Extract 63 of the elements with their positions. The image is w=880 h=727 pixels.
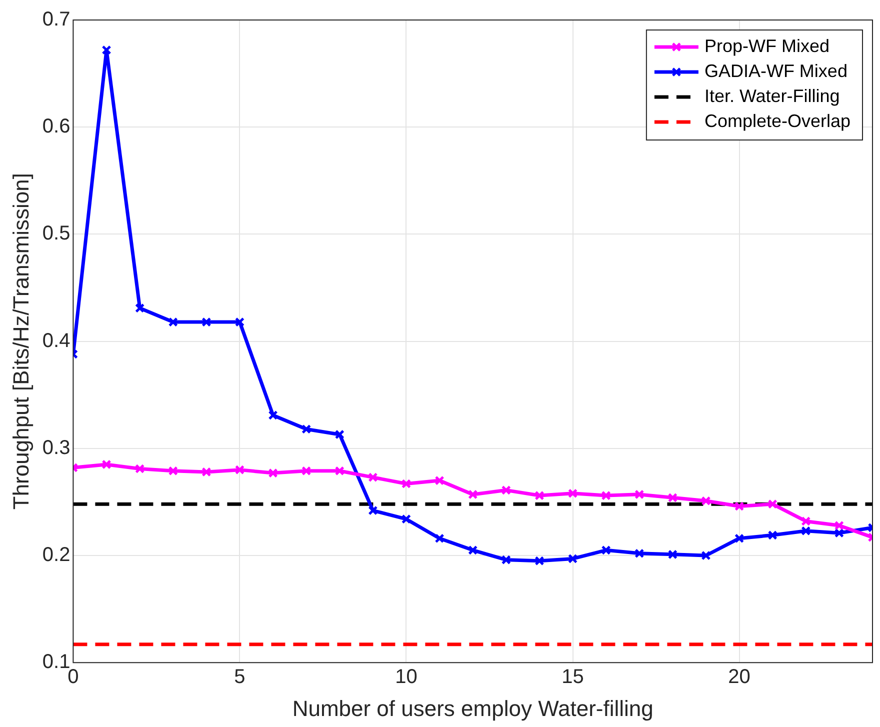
- y-axis-title: Throughput [Bits/Hz/Transmission]: [8, 172, 34, 510]
- point: [601, 490, 611, 500]
- point: [634, 548, 644, 558]
- point: [768, 499, 778, 509]
- point: [202, 317, 212, 327]
- y-tick-label: 0.5: [42, 222, 70, 245]
- point: [534, 556, 544, 566]
- legend-label: GADIA-WF Mixed: [704, 60, 848, 81]
- point: [401, 514, 412, 524]
- point: [501, 485, 511, 495]
- point: [568, 488, 578, 498]
- y-tick-label: 0.7: [42, 8, 70, 31]
- point: [135, 303, 145, 313]
- point: [534, 490, 544, 500]
- point: [302, 466, 312, 476]
- legend-label: Prop-WF Mixed: [704, 36, 830, 56]
- point: [434, 534, 444, 544]
- point: [768, 530, 778, 540]
- point: [168, 466, 178, 476]
- point: [668, 492, 678, 502]
- point: [468, 545, 478, 555]
- point: [468, 490, 478, 500]
- y-tick-label: 0.2: [42, 544, 70, 566]
- point: [701, 496, 711, 506]
- point: [102, 460, 112, 470]
- point: [135, 464, 145, 474]
- legend-label: Complete-Overlap: [704, 110, 851, 131]
- point: [701, 550, 711, 560]
- point: [601, 545, 611, 555]
- point: [501, 555, 511, 565]
- point: [634, 490, 644, 500]
- point: [102, 45, 112, 55]
- point: [834, 520, 844, 530]
- point: [368, 472, 378, 482]
- x-tick-label: 15: [562, 666, 584, 688]
- point: [268, 468, 278, 478]
- point: [234, 317, 245, 327]
- point: [268, 410, 278, 420]
- point: [834, 528, 844, 538]
- x-tick-label: 0: [68, 666, 79, 688]
- point: [202, 467, 212, 477]
- point: [334, 466, 344, 476]
- point: [734, 534, 744, 544]
- point: [368, 506, 378, 516]
- x-tick-label: 20: [728, 666, 750, 688]
- point: [168, 317, 178, 327]
- point: [568, 554, 578, 564]
- y-tick-label: 0.6: [42, 116, 70, 138]
- point: [234, 465, 245, 475]
- x-tick-label: 5: [234, 666, 246, 688]
- x-axis-title: Number of users employ Water-filling: [292, 696, 654, 721]
- point: [434, 476, 444, 486]
- y-tick-label: 0.4: [42, 330, 70, 352]
- point: [801, 516, 811, 526]
- point: [401, 478, 412, 489]
- point: [334, 430, 344, 440]
- x-tick-label: 10: [395, 666, 418, 688]
- y-tick-label: 0.3: [42, 436, 70, 459]
- point: [801, 526, 811, 536]
- point: [668, 550, 678, 560]
- point: [734, 501, 744, 512]
- point: [302, 424, 312, 434]
- legend-label: Iter. Water-Filling: [704, 86, 840, 106]
